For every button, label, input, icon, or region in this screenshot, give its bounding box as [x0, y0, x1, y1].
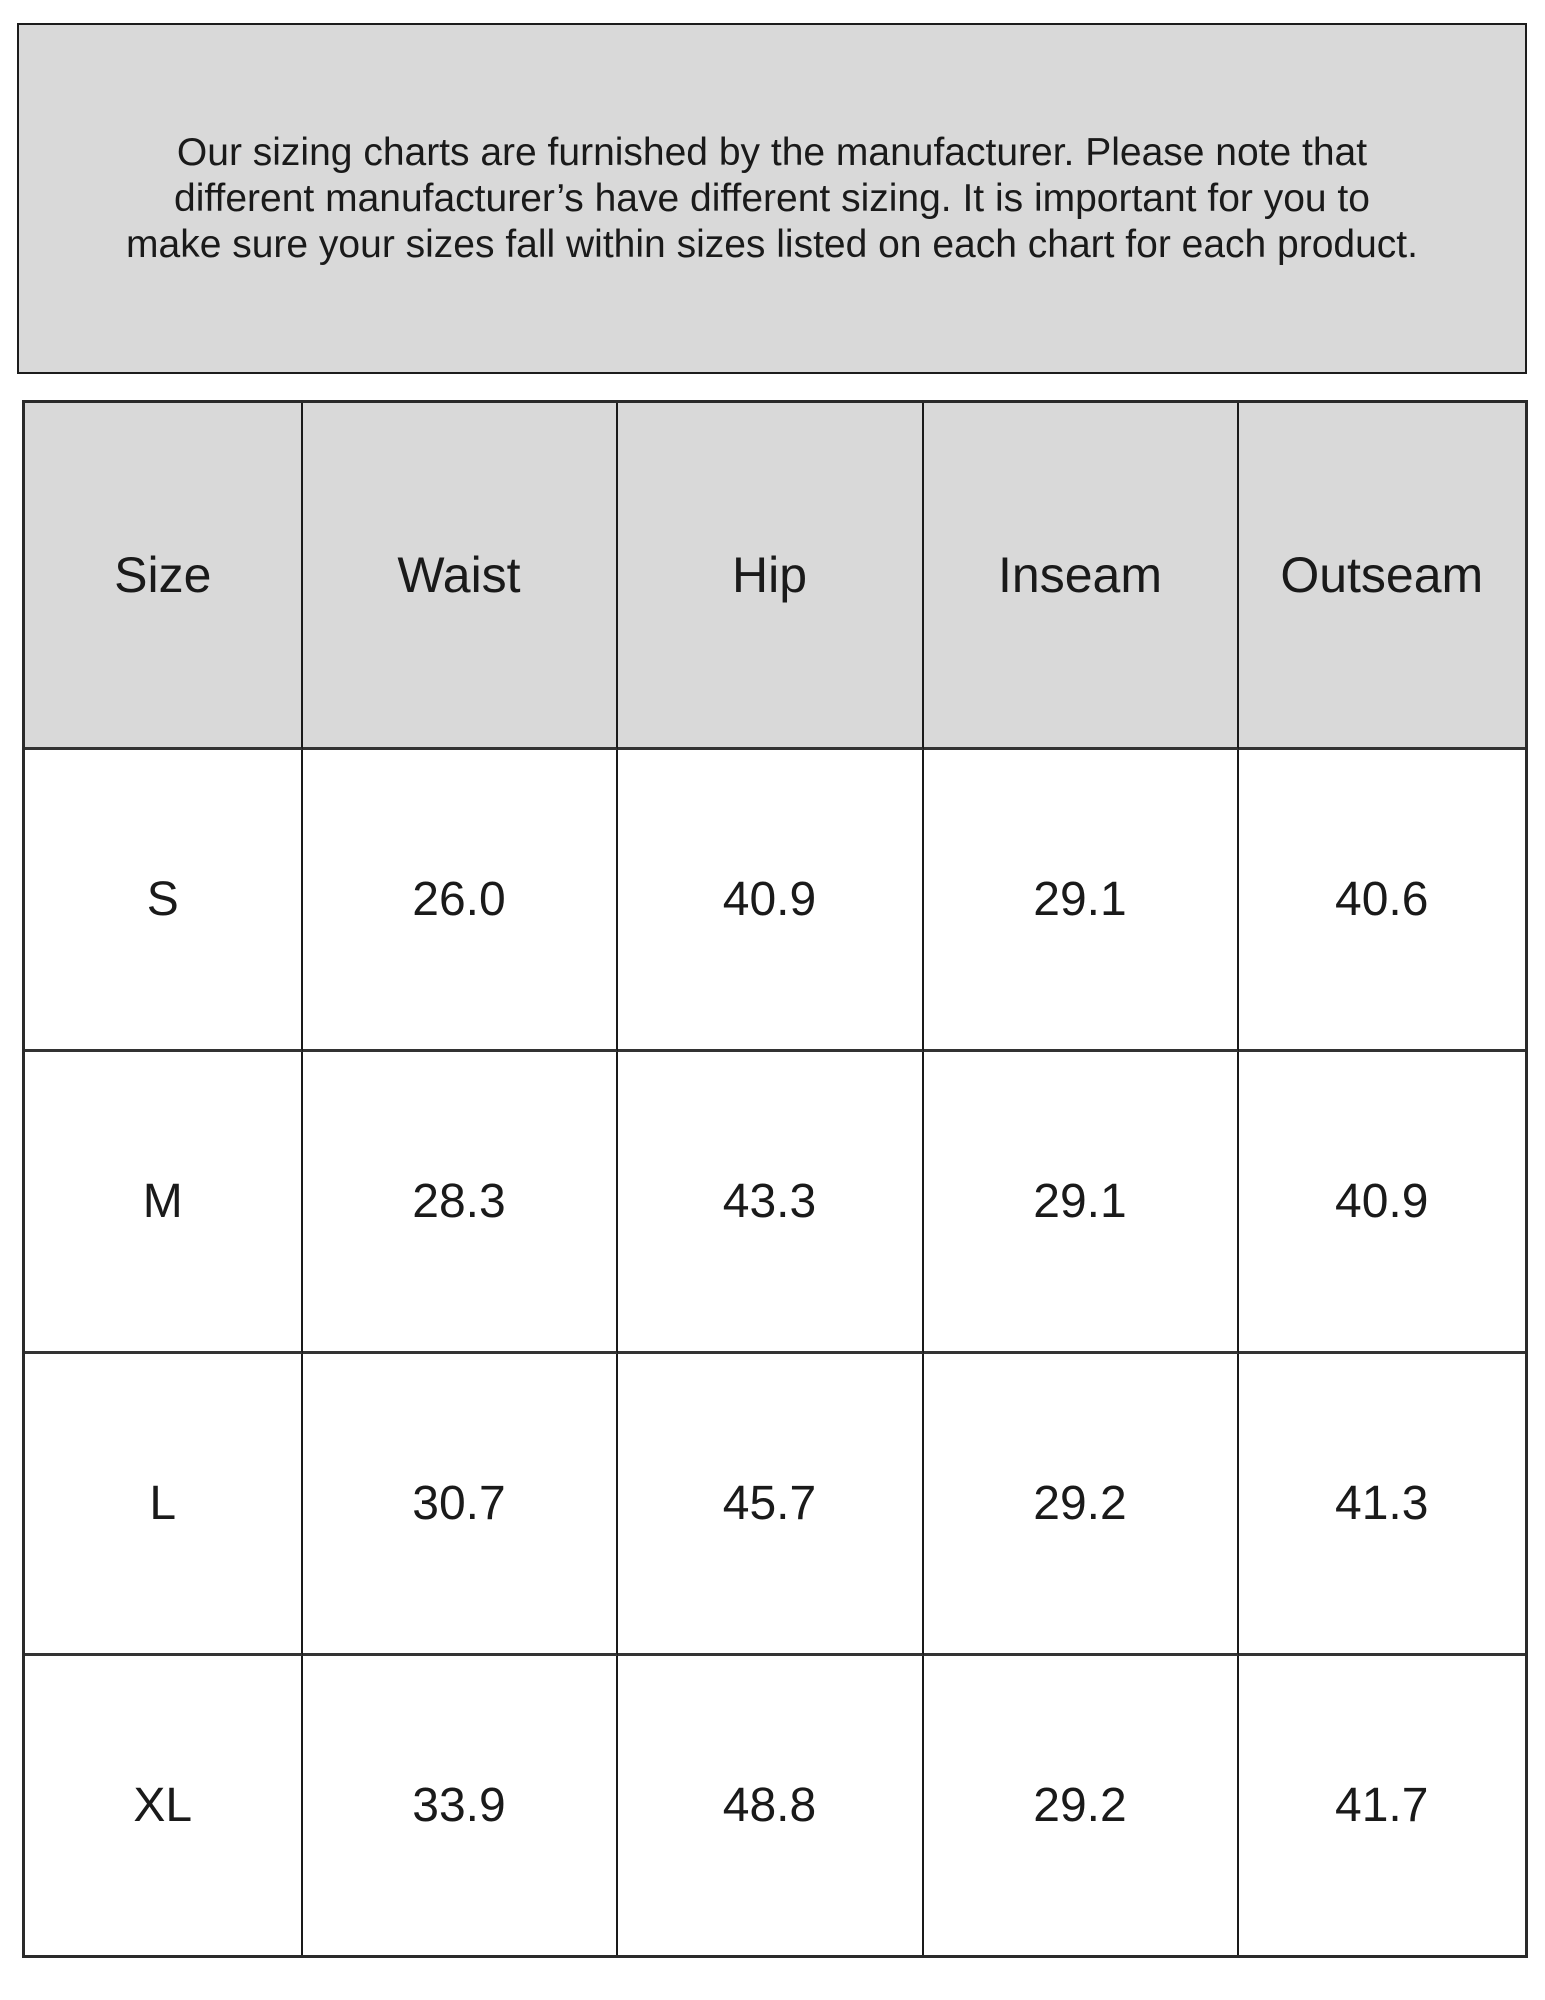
- column-header-hip: Hip: [617, 403, 924, 750]
- disclaimer-line: make sure your sizes fall within sizes l…: [126, 222, 1418, 266]
- inseam-cell: 29.2: [923, 1656, 1239, 1955]
- hip-cell: 48.8: [617, 1656, 924, 1955]
- column-header-waist: Waist: [302, 403, 618, 750]
- waist-cell: 30.7: [302, 1354, 618, 1656]
- inseam-cell: 29.1: [923, 750, 1239, 1052]
- hip-cell: 43.3: [617, 1052, 924, 1354]
- inseam-cell: 29.2: [923, 1354, 1239, 1656]
- size-cell: M: [25, 1052, 303, 1354]
- size-cell: L: [25, 1354, 303, 1656]
- disclaimer-panel: Our sizing charts are furnished by the m…: [17, 23, 1527, 374]
- size-cell: S: [25, 750, 303, 1052]
- column-header-inseam: Inseam: [923, 403, 1239, 750]
- waist-cell: 28.3: [302, 1052, 618, 1354]
- outseam-cell: 40.6: [1238, 750, 1525, 1052]
- waist-cell: 26.0: [302, 750, 618, 1052]
- column-header-size: Size: [25, 403, 303, 750]
- hip-cell: 40.9: [617, 750, 924, 1052]
- size-cell: XL: [25, 1656, 303, 1955]
- hip-cell: 45.7: [617, 1354, 924, 1656]
- waist-cell: 33.9: [302, 1656, 618, 1955]
- inseam-cell: 29.1: [923, 1052, 1239, 1354]
- outseam-cell: 40.9: [1238, 1052, 1525, 1354]
- disclaimer-line: different manufacturer’s have different …: [174, 176, 1370, 220]
- disclaimer-line: Our sizing charts are furnished by the m…: [176, 130, 1368, 174]
- column-header-outseam: Outseam: [1238, 403, 1525, 750]
- size-chart-table: Size Waist Hip Inseam Outseam S 26.0 40.…: [22, 400, 1528, 1958]
- outseam-cell: 41.7: [1238, 1656, 1525, 1955]
- outseam-cell: 41.3: [1238, 1354, 1525, 1656]
